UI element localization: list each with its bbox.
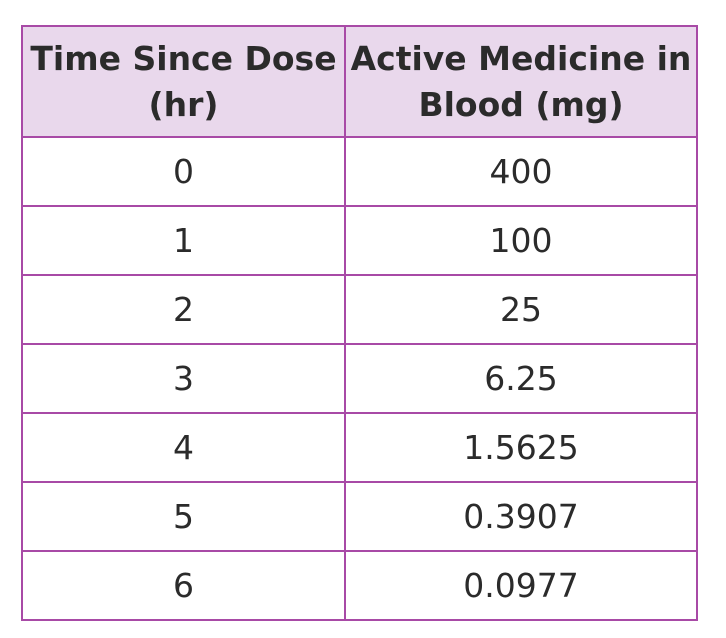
data-table-container: Time Since Dose (hr) Active Medicine in … [21,25,698,621]
medicine-cell: 400 [344,136,698,207]
table-row: 0 400 [21,136,698,207]
medicine-cell: 25 [344,274,698,345]
medicine-cell: 1.5625 [344,412,698,483]
time-cell: 5 [21,481,346,552]
table-row: 4 1.5625 [21,412,698,483]
time-cell: 3 [21,343,346,414]
table-row: 5 0.3907 [21,481,698,552]
time-cell: 2 [21,274,346,345]
time-cell: 1 [21,205,346,276]
medicine-cell: 0.3907 [344,481,698,552]
time-cell: 6 [21,550,346,621]
table-row: 3 6.25 [21,343,698,414]
header-time-since-dose: Time Since Dose (hr) [21,25,346,138]
table-row: 6 0.0977 [21,550,698,621]
header-row: Time Since Dose (hr) Active Medicine in … [21,25,698,138]
medicine-cell: 100 [344,205,698,276]
medicine-table: Time Since Dose (hr) Active Medicine in … [21,25,698,621]
table-row: 1 100 [21,205,698,276]
time-cell: 0 [21,136,346,207]
time-cell: 4 [21,412,346,483]
medicine-cell: 0.0977 [344,550,698,621]
header-active-medicine: Active Medicine in Blood (mg) [344,25,698,138]
medicine-cell: 6.25 [344,343,698,414]
table-row: 2 25 [21,274,698,345]
